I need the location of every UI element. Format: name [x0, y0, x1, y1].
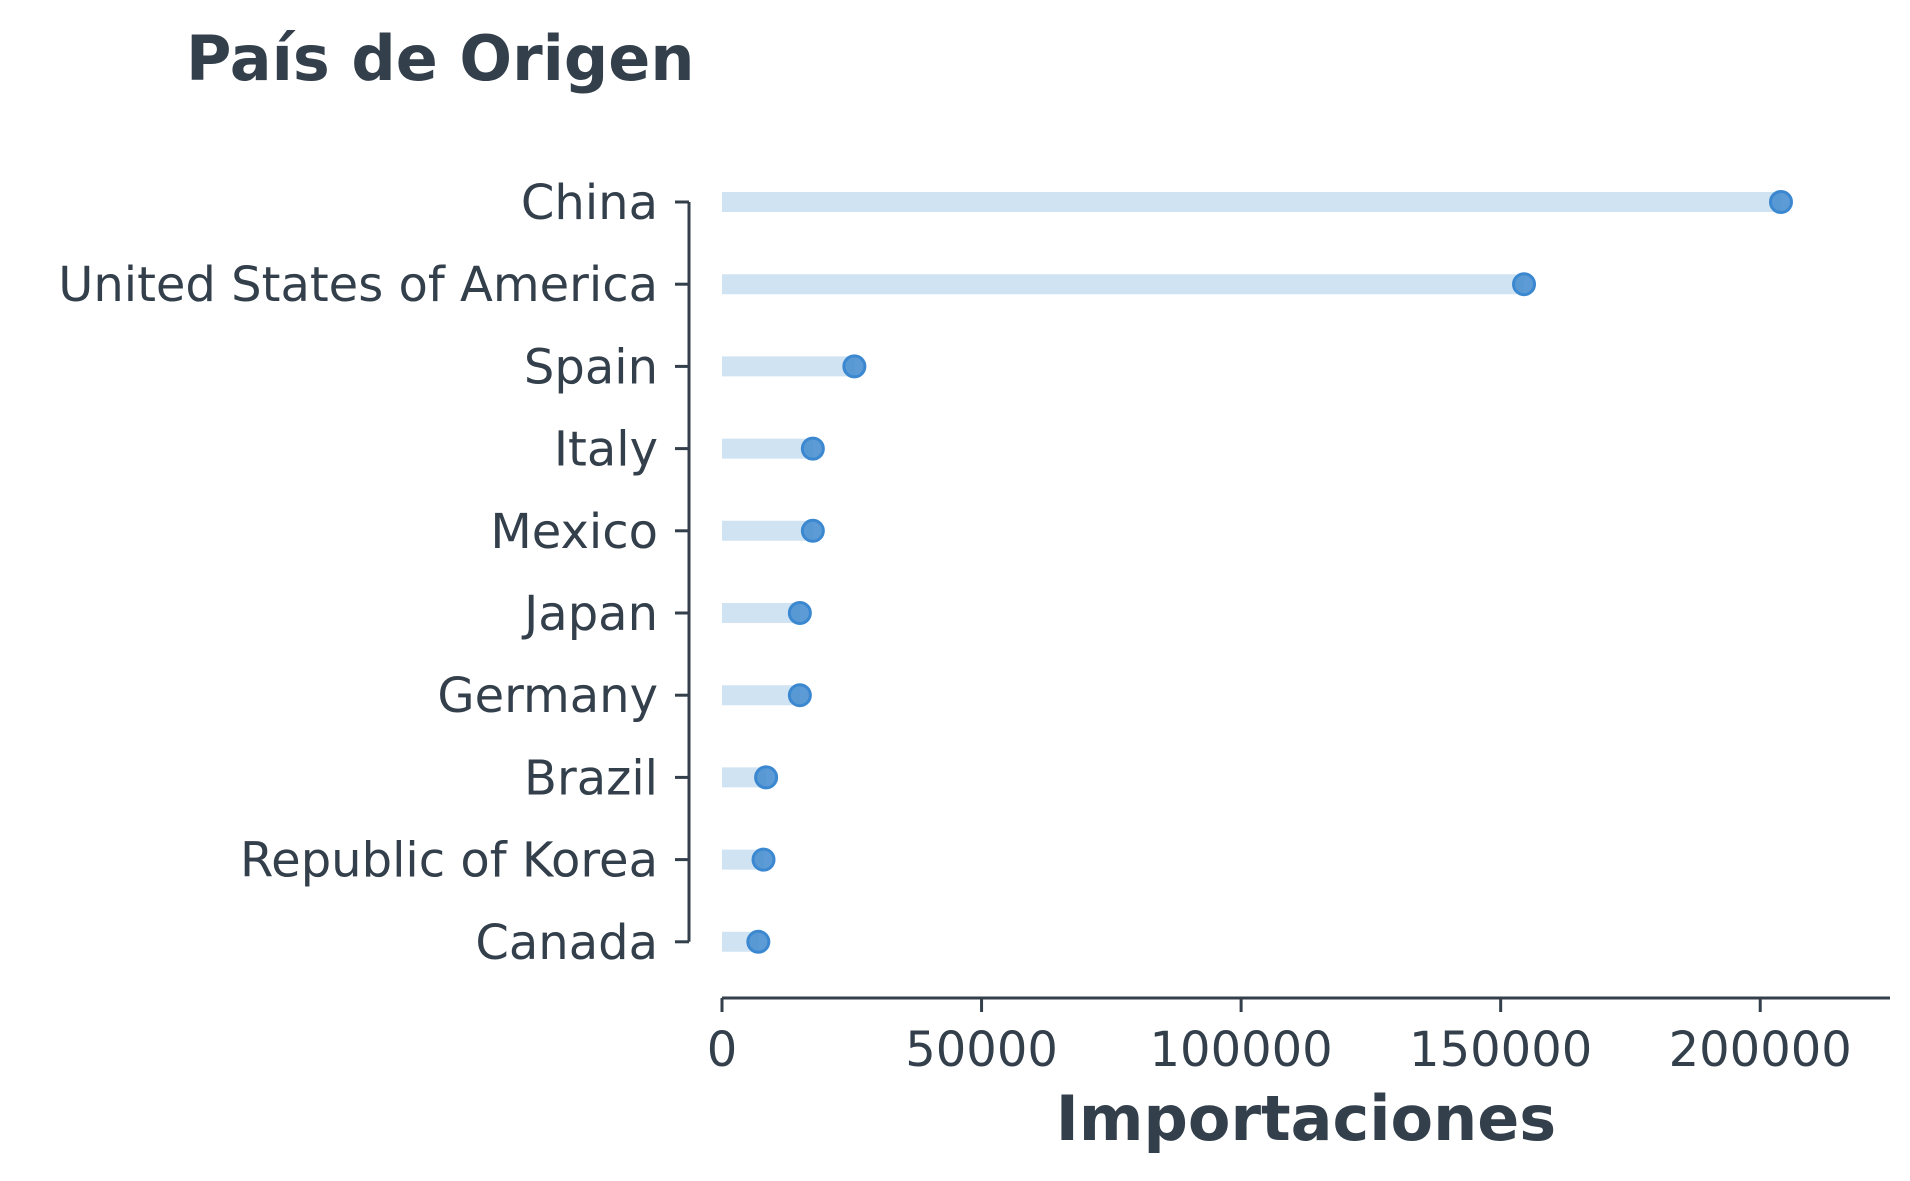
points-layer: [748, 192, 1792, 953]
y-tick-label: Mexico: [490, 504, 658, 560]
x-tick-label: 150000: [1409, 1022, 1592, 1078]
data-point: [802, 438, 823, 459]
data-point: [756, 767, 777, 788]
x-tick-label: 100000: [1149, 1022, 1332, 1078]
x-tick-label: 200000: [1669, 1022, 1852, 1078]
y-tick-label: China: [521, 175, 658, 231]
y-tick-label: Spain: [524, 339, 658, 395]
data-point: [844, 356, 865, 377]
data-point: [1770, 192, 1791, 213]
y-tick-label: Japan: [521, 586, 658, 642]
x-axis-label: Importaciones: [1056, 1082, 1556, 1155]
stems-layer: [722, 202, 1781, 942]
y-tick-label: Republic of Korea: [240, 833, 658, 889]
y-tick-label: Canada: [475, 915, 658, 971]
data-point: [748, 931, 769, 952]
y-tick-label: Italy: [554, 422, 658, 478]
data-point: [1514, 274, 1535, 295]
x-tick-label: 50000: [905, 1022, 1058, 1078]
data-point: [789, 685, 810, 706]
x-tick-label: 0: [707, 1022, 738, 1078]
y-tick-label: Brazil: [524, 750, 658, 806]
data-point: [789, 603, 810, 624]
y-tick-label: Germany: [437, 668, 658, 724]
data-point: [753, 849, 774, 870]
data-point: [802, 520, 823, 541]
x-axis: 0 50000 100000 150000 200000: [707, 998, 1890, 1078]
y-tick-label: United States of America: [58, 257, 658, 313]
chart-title: País de Origen: [186, 22, 694, 95]
y-axis: China United States of America Spain Italy M…: [58, 175, 689, 971]
